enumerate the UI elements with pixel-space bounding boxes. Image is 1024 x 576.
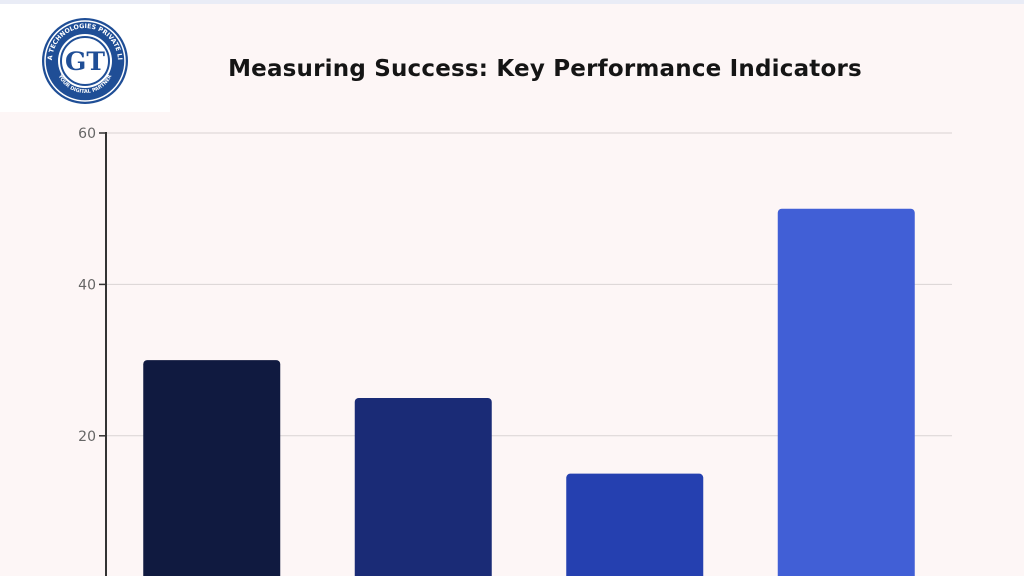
bar-3 xyxy=(566,473,704,576)
y-tick-label: 40 xyxy=(78,277,96,293)
bar-2 xyxy=(354,397,492,576)
bar-4 xyxy=(777,208,915,576)
bar-1 xyxy=(143,360,281,576)
bars xyxy=(143,208,915,576)
top-strip xyxy=(0,0,1024,4)
logo-seal-icon: GASHIA TECHNOLOGIES PRIVATE LIMITED YOUR… xyxy=(37,11,128,104)
y-tick-label: 60 xyxy=(78,126,96,142)
y-axis-ticks: 20 40 60 xyxy=(78,126,106,445)
logo-monogram: GT xyxy=(65,47,105,76)
y-tick-label: 20 xyxy=(78,429,96,445)
logo-panel: GASHIA TECHNOLOGIES PRIVATE LIMITED YOUR… xyxy=(0,4,170,112)
company-logo: GASHIA TECHNOLOGIES PRIVATE LIMITED YOUR… xyxy=(37,11,130,106)
chart-title: Measuring Success: Key Performance Indic… xyxy=(228,56,862,82)
